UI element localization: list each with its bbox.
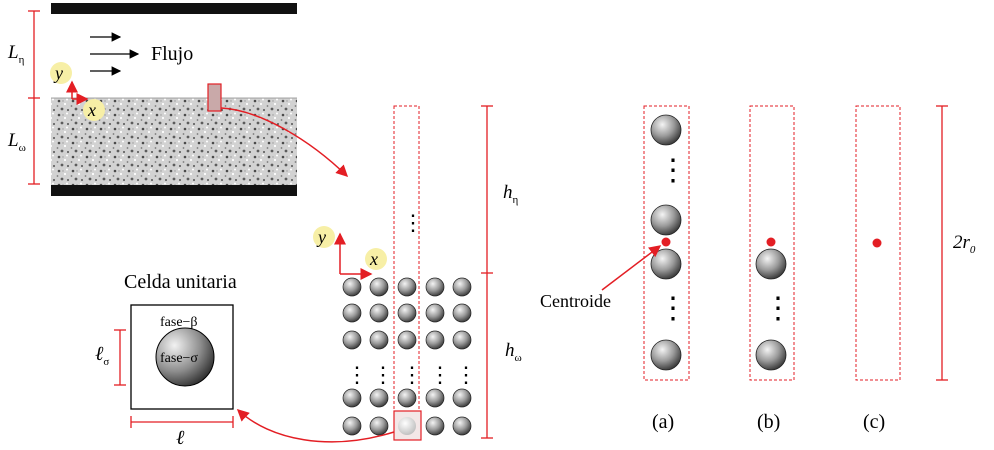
grid-ellipses: ⋮ ⋮ ⋮ ⋮ ⋮ (346, 362, 477, 387)
grid-sphere (452, 303, 472, 323)
svg-text:⋮: ⋮ (401, 362, 423, 387)
highlighted-sphere (398, 417, 416, 435)
case-c-box (855, 105, 901, 381)
label-b: (b) (757, 411, 780, 433)
grid-sphere (452, 277, 472, 297)
scale-2r0: 2r0 (936, 105, 976, 381)
phase-sigma-sphere (155, 327, 215, 387)
channel-bottom-wall (51, 185, 297, 196)
ellipsis: ⋮ (658, 292, 688, 325)
flow-channel: Lη Lω Flujo y x (7, 3, 349, 196)
zoom-arrow-strip (220, 107, 349, 178)
centroid-dot-a (661, 237, 671, 247)
unit-cell-title: Celda unitaria (124, 271, 237, 293)
sphere (755, 248, 787, 280)
flow-axes (66, 80, 89, 105)
grid-sphere (369, 330, 389, 350)
channel-top-wall (51, 3, 297, 14)
label-a: (a) (652, 411, 674, 433)
centroid-label: Centroide (540, 291, 611, 311)
grid-sphere (369, 416, 389, 436)
grid-sphere (369, 277, 389, 297)
case-b: ⋮ (b) (749, 105, 795, 433)
centroid-arrow (601, 245, 662, 291)
grid-sphere (342, 330, 362, 350)
grid-sphere (342, 303, 362, 323)
grid-sphere (397, 303, 417, 323)
axis-y-label-2: y (316, 227, 326, 247)
axis-x-badge (83, 99, 105, 121)
svg-text:⋮: ⋮ (455, 362, 477, 387)
label-c: (c) (863, 411, 885, 433)
axis-y-label: y (53, 63, 63, 83)
sphere (650, 339, 682, 371)
scale-L-eta (28, 10, 40, 185)
centroid-dot-b (766, 237, 776, 247)
svg-text:⋮: ⋮ (429, 362, 451, 387)
ellipsis: ⋮ (763, 292, 793, 325)
phase-sigma-label: fase−σ (160, 351, 198, 366)
unit-cell: Celda unitaria fase−β fase−σ ℓσ ℓ (95, 271, 237, 449)
svg-text:⋮: ⋮ (346, 362, 368, 387)
sphere (755, 339, 787, 371)
grid-sphere (397, 330, 417, 350)
sphere-grid (342, 277, 472, 436)
grid-sphere (342, 277, 362, 297)
label-h-eta: hη (503, 182, 519, 206)
zoom-arrow-cell (236, 408, 395, 443)
label-2r0: 2r0 (953, 232, 976, 256)
grid-sphere (369, 303, 389, 323)
centroid-dot-c (872, 238, 882, 248)
ellipsis: ⋮ (658, 154, 688, 187)
grid-sphere (425, 277, 445, 297)
label-ell-sigma: ℓσ (95, 343, 109, 368)
label-h-omega: hω (505, 340, 522, 364)
grid-sphere (425, 303, 445, 323)
scale-ell-sigma (114, 329, 126, 386)
grid-sphere (342, 388, 362, 408)
sphere (650, 248, 682, 280)
case-a: ⋮ ⋮ (a) (643, 105, 690, 433)
axis-x-label-2: x (369, 249, 378, 269)
phase-beta-label: fase−β (160, 315, 198, 330)
grid-sphere (425, 388, 445, 408)
sphere-array: ⋮ y x ⋮ ⋮ ⋮ ⋮ ⋮ hη hω (236, 105, 522, 443)
selected-strip (207, 83, 222, 112)
column-ellipsis-top: ⋮ (402, 210, 424, 235)
axis-y-badge (50, 62, 72, 84)
scale-ell (130, 416, 234, 428)
label-ell: ℓ (176, 427, 185, 449)
label-L-eta: Lη (7, 42, 25, 66)
case-c: (c) (855, 105, 901, 433)
axis-x-badge-2 (365, 248, 387, 270)
sphere (650, 204, 682, 236)
flow-arrows (90, 32, 140, 76)
label-L-omega: Lω (7, 130, 26, 154)
grid-sphere (452, 416, 472, 436)
sphere (650, 114, 682, 146)
case-b-box (749, 105, 795, 381)
axis-y-badge-2 (313, 226, 335, 248)
case-a-box (643, 105, 690, 381)
column-axes (334, 232, 373, 280)
grid-sphere (369, 388, 389, 408)
grid-sphere (452, 388, 472, 408)
grid-sphere (425, 416, 445, 436)
centroid-callout: Centroide (540, 245, 662, 311)
flow-label: Flujo (151, 43, 193, 65)
svg-text:⋮: ⋮ (372, 362, 394, 387)
grid-sphere (425, 330, 445, 350)
grid-sphere (397, 277, 417, 297)
scale-h (481, 105, 493, 439)
grid-sphere (342, 416, 362, 436)
grid-sphere (452, 330, 472, 350)
axis-x-label: x (87, 100, 96, 120)
grid-sphere (397, 388, 417, 408)
